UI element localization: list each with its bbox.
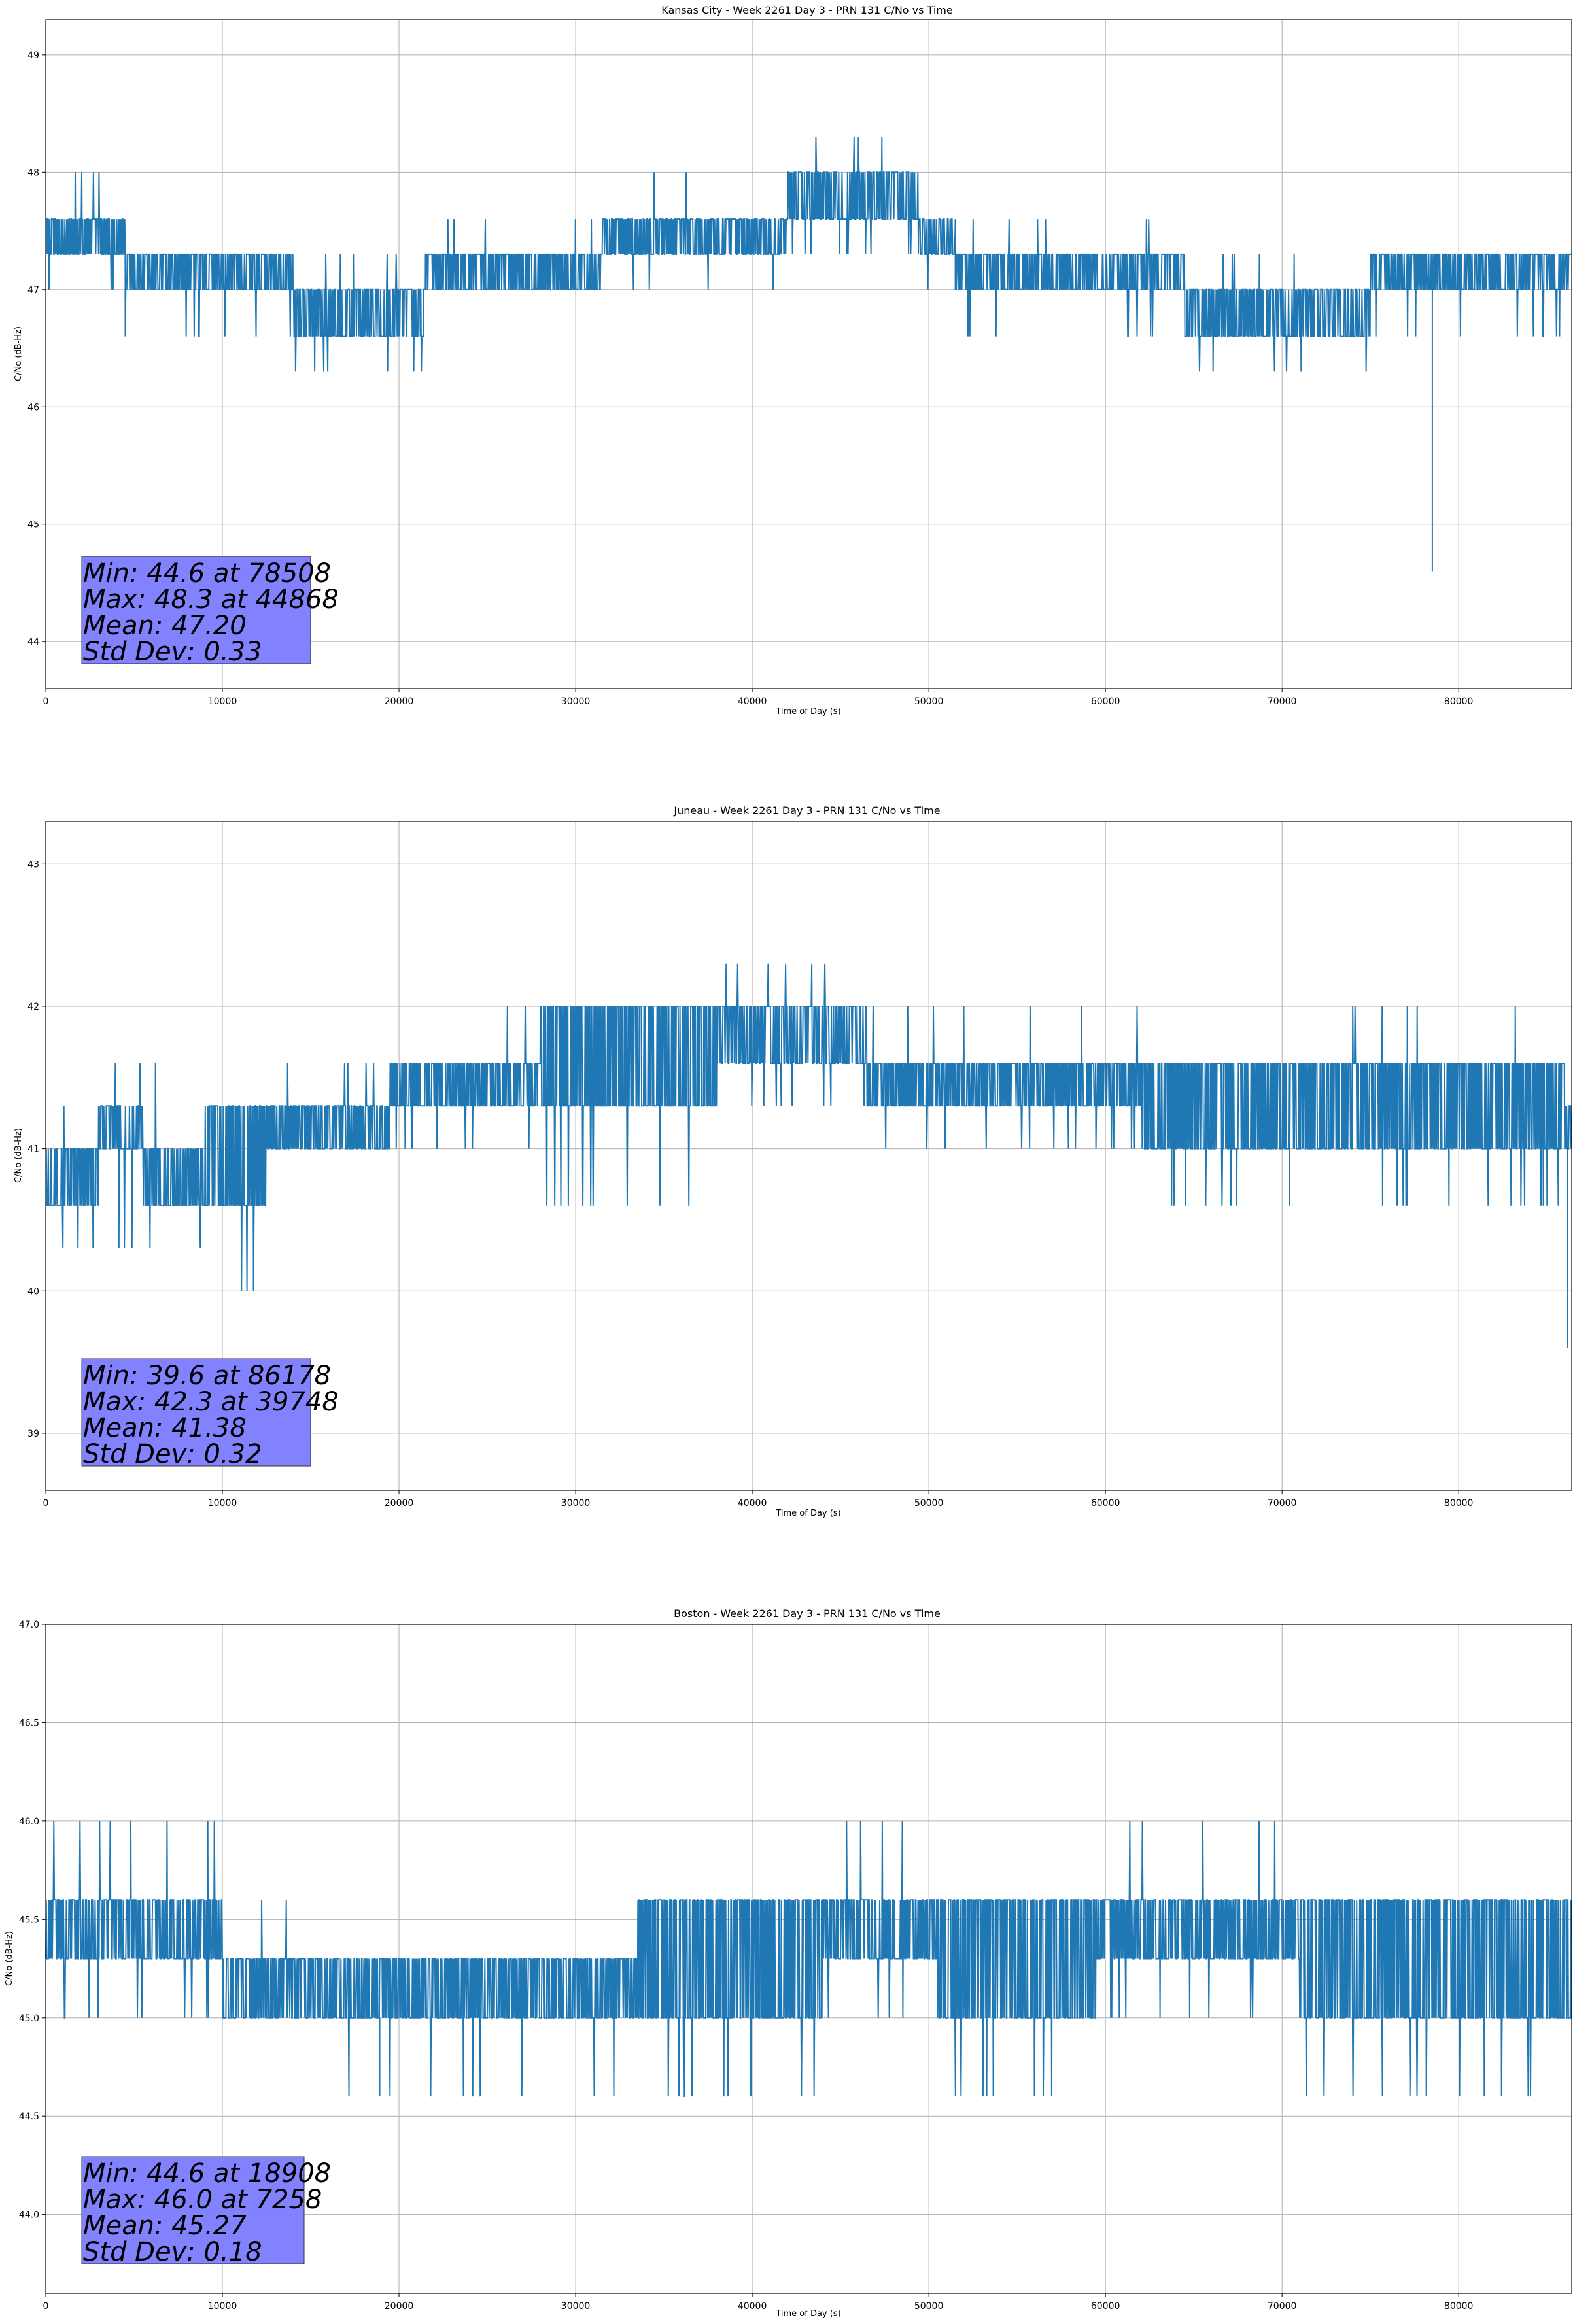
- x-tick-label: 20000: [385, 696, 414, 707]
- cno-series-line: [46, 137, 1572, 372]
- x-tick-label: 60000: [1091, 1498, 1120, 1509]
- signal-trace: [45, 963, 1572, 1348]
- stats-std-dev: Std Dev: 0.32: [83, 1439, 262, 1469]
- x-tick-label: 0: [43, 1498, 49, 1509]
- x-axis-label: Time of Day (s): [775, 707, 840, 717]
- chart-title: Kansas City - Week 2261 Day 3 - PRN 131 …: [661, 4, 952, 16]
- x-tick-label: 30000: [561, 1498, 591, 1509]
- x-axis-label: Time of Day (s): [775, 2309, 840, 2319]
- x-tick-label: 30000: [561, 2301, 591, 2312]
- y-tick-label: 41: [27, 1144, 39, 1155]
- x-ticks: 0 10000 20000 30000 40000 50000 60000 70000 8000…: [43, 2293, 1474, 2312]
- x-tick-label: 20000: [385, 2301, 414, 2312]
- y-ticks: 39 40 41 42 43: [27, 859, 46, 1439]
- stats-box-background: [81, 556, 311, 664]
- y-tick-label: 45: [27, 520, 39, 530]
- x-tick-label: 70000: [1268, 1498, 1297, 1509]
- cno-series-line: [45, 1820, 1572, 2098]
- x-tick-label: 30000: [561, 696, 591, 707]
- stats-max: Max: 48.3 at 44868: [83, 585, 339, 615]
- x-tick-label: 40000: [738, 696, 767, 707]
- y-tick-label: 45.0: [19, 2013, 39, 2024]
- x-tick-label: 0: [43, 2301, 49, 2312]
- x-tick-label: 0: [43, 696, 49, 707]
- y-tick-label: 45.5: [19, 1915, 39, 1925]
- x-tick-label: 60000: [1091, 696, 1120, 707]
- y-ticks: 44 45 46 47 48 49: [27, 50, 46, 647]
- x-tick-label: 10000: [208, 1498, 237, 1509]
- stats-std-dev: Std Dev: 0.33: [83, 637, 262, 667]
- x-tick-label: 70000: [1268, 696, 1297, 707]
- stats-mean: Mean: 47.20: [83, 611, 247, 641]
- x-tick-label: 80000: [1444, 696, 1474, 707]
- stats-min: Min: 39.6 at 86178: [83, 1361, 331, 1391]
- y-tick-label: 44.0: [19, 2210, 39, 2221]
- stats-max: Max: 46.0 at 7258: [83, 2185, 322, 2215]
- y-ticks: 44.0 44.5 45.0 45.5 46.0 46.5 47.0: [19, 1620, 46, 2221]
- stats-max: Max: 42.3 at 39748: [83, 1387, 339, 1417]
- kansas-city-chart: Kansas City - Week 2261 Day 3 - PRN 131 …: [14, 4, 1572, 717]
- x-tick-label: 60000: [1091, 2301, 1120, 2312]
- stats-box-background: [81, 2156, 305, 2264]
- x-tick-label: 20000: [385, 1498, 414, 1509]
- y-tick-label: 46: [27, 402, 39, 413]
- y-tick-label: 46.5: [19, 1718, 39, 1728]
- stats-std-dev: Std Dev: 0.18: [83, 2237, 262, 2267]
- y-tick-label: 44: [27, 637, 39, 647]
- x-tick-label: 80000: [1444, 2301, 1474, 2312]
- juneau-chart: Juneau - Week 2261 Day 3 - PRN 131 C/No …: [14, 804, 1572, 1518]
- signal-trace: [46, 137, 1572, 572]
- x-tick-label: 40000: [738, 1498, 767, 1509]
- x-ticks: 0 10000 20000 30000 40000 50000 60000 70000 8000…: [43, 689, 1474, 707]
- stats-mean: Mean: 41.38: [83, 1413, 247, 1443]
- stats-mean: Mean: 45.27: [83, 2211, 247, 2241]
- stats-box: Min: 44.6 at 78508 Max: 48.3 at 44868 Me…: [81, 556, 339, 667]
- y-tick-label: 47: [27, 285, 39, 296]
- signal-trace: [45, 1820, 1572, 2098]
- x-tick-label: 80000: [1444, 1498, 1474, 1509]
- y-tick-label: 46.0: [19, 1817, 39, 1827]
- stats-box: Min: 44.6 at 18908 Max: 46.0 at 7258 Mea…: [81, 2156, 331, 2267]
- y-axis-label: C/No (dB-Hz): [14, 1128, 24, 1183]
- chart-title: Boston - Week 2261 Day 3 - PRN 131 C/No …: [674, 1607, 941, 1620]
- x-ticks: 0 10000 20000 30000 40000 50000 60000 70000 8000…: [43, 1490, 1474, 1509]
- stats-box: Min: 39.6 at 86178 Max: 42.3 at 39748 Me…: [81, 1358, 339, 1469]
- x-tick-label: 10000: [208, 2301, 237, 2312]
- x-tick-label: 50000: [914, 1498, 944, 1509]
- x-tick-label: 50000: [914, 696, 944, 707]
- y-tick-label: 49: [27, 50, 39, 61]
- y-tick-label: 43: [27, 859, 39, 870]
- chart-title: Juneau - Week 2261 Day 3 - PRN 131 C/No …: [673, 804, 940, 817]
- x-tick-label: 50000: [914, 2301, 944, 2312]
- boston-chart: Boston - Week 2261 Day 3 - PRN 131 C/No …: [5, 1607, 1572, 2319]
- y-axis-label: C/No (dB-Hz): [14, 326, 24, 381]
- y-tick-label: 48: [27, 167, 39, 178]
- x-tick-label: 10000: [208, 696, 237, 707]
- y-tick-label: 44.5: [19, 2111, 39, 2122]
- cno-series-line: [45, 963, 1572, 1291]
- y-axis-label: C/No (dB-Hz): [5, 1931, 14, 1986]
- plot-frame: [45, 19, 1572, 689]
- stats-min: Min: 44.6 at 78508: [83, 558, 331, 589]
- plot-frame: [45, 1624, 1572, 2294]
- plot-frame: [45, 821, 1572, 1491]
- y-tick-label: 47.0: [19, 1620, 39, 1630]
- stats-min: Min: 44.6 at 18908: [83, 2159, 331, 2189]
- y-tick-label: 42: [27, 1002, 39, 1012]
- x-tick-label: 70000: [1268, 2301, 1297, 2312]
- y-tick-label: 40: [27, 1286, 39, 1297]
- stats-box-background: [81, 1358, 311, 1467]
- x-axis-label: Time of Day (s): [775, 1509, 840, 1518]
- y-tick-label: 39: [27, 1429, 39, 1439]
- x-tick-label: 40000: [738, 2301, 767, 2312]
